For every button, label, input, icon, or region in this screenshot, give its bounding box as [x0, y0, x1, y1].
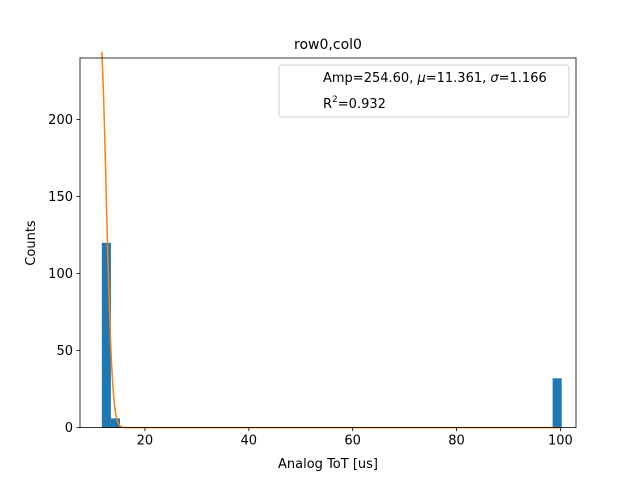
legend-box	[278, 64, 570, 118]
y-tick-label: 200	[48, 113, 73, 128]
plot-frame	[79, 57, 577, 429]
x-axis-ticks: 20 40 60 80 100	[137, 427, 573, 449]
y-tick-label: 150	[48, 190, 73, 205]
y-tick-label: 0	[65, 421, 73, 436]
legend-entry-fit-params: Amp=254.60, μ=11.361, σ=1.166	[323, 71, 547, 86]
y-axis-ticks: 0 50 100 150 200	[48, 113, 80, 436]
y-tick-label: 50	[56, 344, 73, 359]
legend-entry-r-squared: R2=0.932	[323, 95, 386, 112]
x-tick-label: 40	[241, 434, 258, 449]
histogram-bar	[552, 378, 562, 428]
x-tick-label: 80	[448, 434, 465, 449]
y-tick-label: 100	[48, 267, 73, 282]
x-axis-label: Analog ToT [us]	[278, 457, 378, 472]
histogram-bar	[110, 418, 120, 428]
chart-title: row0,col0	[294, 37, 362, 53]
x-tick-label: 60	[344, 434, 361, 449]
x-tick-label: 20	[137, 434, 154, 449]
y-axis-label: Counts	[24, 220, 39, 266]
x-tick-label: 100	[548, 434, 573, 449]
histogram-bar	[101, 242, 111, 428]
histogram-bars	[101, 242, 562, 428]
legend: Amp=254.60, μ=11.361, σ=1.166 R2=0.932	[278, 64, 570, 118]
